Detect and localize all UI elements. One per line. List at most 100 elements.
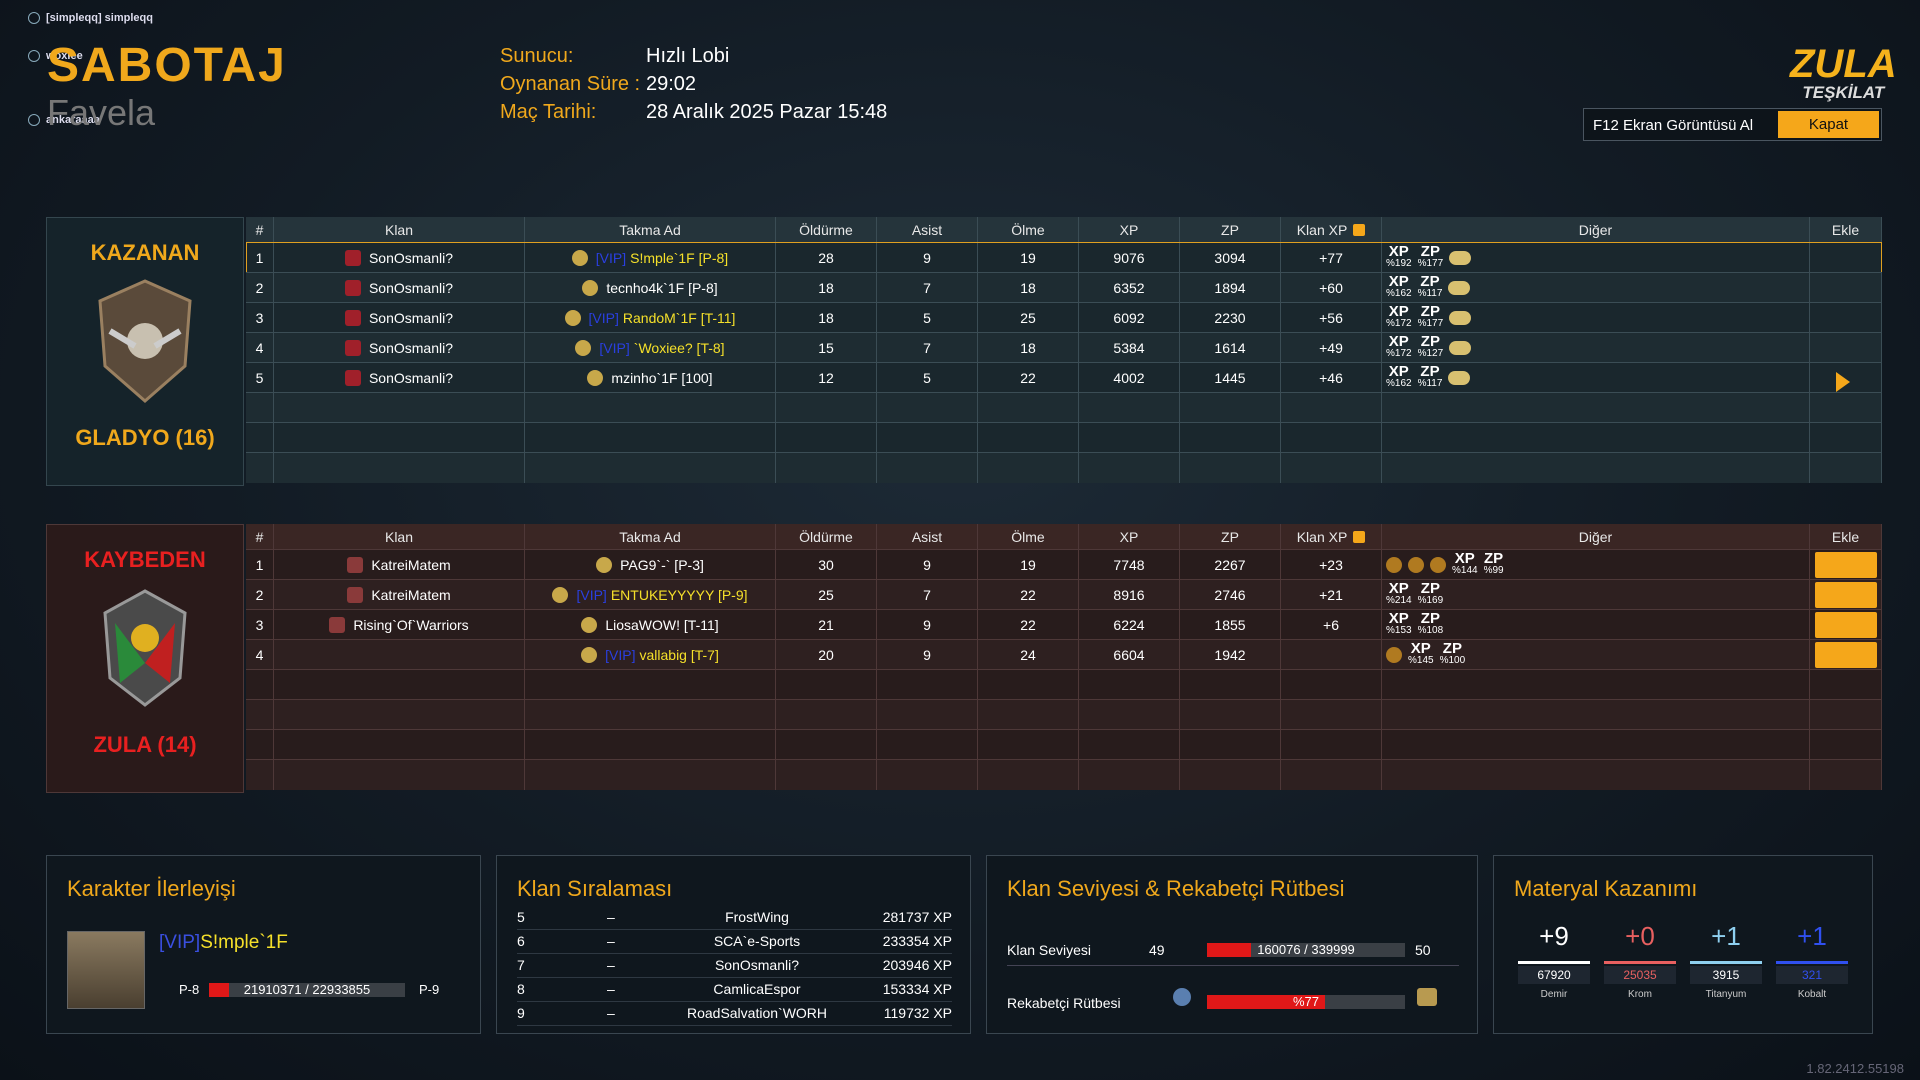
add-friend-button[interactable] bbox=[1814, 642, 1877, 668]
cell bbox=[525, 423, 776, 453]
cell bbox=[1810, 580, 1882, 610]
team-emblem bbox=[103, 589, 187, 707]
column-header: XP bbox=[1079, 524, 1180, 549]
cell: 22 bbox=[978, 363, 1079, 393]
cell: 15 bbox=[776, 333, 877, 363]
bonus-label: ZP bbox=[1420, 363, 1440, 380]
cell-text: 8916 bbox=[1113, 587, 1145, 603]
cell: 25 bbox=[978, 303, 1079, 333]
ranking-row: 6 – SCA`e-Sports 233354 XP bbox=[517, 930, 952, 954]
cell-text: 1614 bbox=[1214, 340, 1246, 356]
cell-text: +46 bbox=[1319, 370, 1343, 386]
cell-text: 6224 bbox=[1113, 617, 1145, 633]
bonus-label: XP bbox=[1410, 640, 1431, 657]
info-value: 28 Aralık 2025 Pazar 15:48 bbox=[646, 101, 888, 123]
rank-icon bbox=[1173, 988, 1191, 1006]
screenshot-button[interactable]: F12 Ekran Görüntüsü Al bbox=[1593, 117, 1754, 134]
cell-text: 30 bbox=[818, 557, 834, 573]
team-name: ZULA (14) bbox=[93, 732, 197, 757]
clan-icon bbox=[347, 587, 364, 603]
close-button[interactable]: Kapat bbox=[1778, 111, 1879, 138]
cell: 6352 bbox=[1079, 273, 1180, 303]
cell bbox=[1079, 670, 1180, 700]
bonus-label: XP bbox=[1388, 363, 1409, 380]
cell bbox=[978, 423, 1079, 453]
material-bar bbox=[1690, 961, 1762, 964]
cell-text: 21 bbox=[818, 617, 834, 633]
vip-tag: [VIP] bbox=[599, 340, 630, 356]
cell bbox=[877, 730, 978, 760]
cell bbox=[525, 393, 776, 423]
winner-team-box: KAZANAN GLADYO (16) bbox=[46, 217, 244, 486]
material-name: Krom bbox=[1628, 989, 1652, 1000]
bonus-badge: ZP %99 bbox=[1484, 551, 1504, 577]
player-name: RandoM`1F [T-11] bbox=[622, 310, 736, 326]
cell-text: +49 bbox=[1319, 340, 1343, 356]
ranking-cell: – bbox=[607, 909, 615, 925]
cell: 1855 bbox=[1180, 610, 1281, 640]
ranking-row: 9 – RoadSalvation`WORH 119732 XP bbox=[517, 1002, 952, 1026]
cell: 30 bbox=[776, 550, 877, 580]
cell-text: 19 bbox=[1020, 557, 1036, 573]
cell-text: 4 bbox=[255, 647, 264, 663]
cell: [VIP] ENTUKEYYYYY [P-9] bbox=[525, 580, 776, 610]
player-row: 5 SonOsmanli? mzinho`1F [100] 12 5 22 4002 1445… bbox=[246, 362, 1882, 393]
warning-icon bbox=[1353, 530, 1366, 543]
cell: KatreiMatem bbox=[274, 580, 525, 610]
clan-name: SonOsmanli? bbox=[368, 250, 454, 266]
add-friend-button[interactable] bbox=[1814, 612, 1877, 638]
cell: SonOsmanli? bbox=[274, 303, 525, 333]
ranking-cell: 8 bbox=[517, 981, 525, 997]
bonus-value: %153 bbox=[1386, 625, 1412, 636]
player-name: mzinho`1F [100] bbox=[611, 370, 713, 386]
ranking-cell: – bbox=[607, 933, 615, 949]
cell-text: 7 bbox=[923, 587, 931, 603]
ranking-row: 8 – CamlicaEspor 153334 XP bbox=[517, 978, 952, 1002]
cell bbox=[877, 393, 978, 423]
cell: 12 bbox=[776, 363, 877, 393]
cell-text: +21 bbox=[1319, 587, 1343, 603]
cell bbox=[246, 700, 274, 730]
column-header: Klan bbox=[274, 217, 525, 242]
cell: [VIP] RandoM`1F [T-11] bbox=[525, 303, 776, 333]
rank-icon bbox=[552, 587, 569, 603]
cell-text: 1855 bbox=[1214, 617, 1246, 633]
column-header: Ekle bbox=[1810, 217, 1882, 242]
cell: tecnho4k`1F [P-8] bbox=[525, 273, 776, 303]
winner-table: # Klan Takma Ad Öldürme Asist Ölme XP ZP Klan XP… bbox=[246, 217, 1882, 484]
player-name: [VIP]S!mple`1F bbox=[159, 932, 288, 954]
cell bbox=[274, 730, 525, 760]
material-total: 25035 bbox=[1604, 966, 1676, 984]
bonus-value: %162 bbox=[1386, 288, 1412, 299]
clan-icon bbox=[344, 250, 361, 266]
cell: 25 bbox=[776, 580, 877, 610]
column-header: Klan XP bbox=[1281, 217, 1382, 242]
cursor bbox=[1836, 372, 1850, 392]
cell: XP %172 ZP %127 bbox=[1382, 333, 1810, 363]
column-header: Öldürme bbox=[776, 524, 877, 549]
add-friend-button[interactable] bbox=[1814, 582, 1877, 608]
cell-text: 9 bbox=[923, 557, 931, 573]
cell: 1445 bbox=[1180, 363, 1281, 393]
cell-text: 1445 bbox=[1214, 370, 1246, 386]
player-row: 1 KatreiMatem PAG9`-` [P-3] 30 9 19 7748 2267 +2… bbox=[246, 549, 1882, 580]
cell: SonOsmanli? bbox=[274, 333, 525, 363]
cell bbox=[978, 453, 1079, 483]
empty-row bbox=[246, 422, 1882, 453]
cell bbox=[776, 453, 877, 483]
loser-table: # Klan Takma Ad Öldürme Asist Ölme XP ZP Klan XP… bbox=[246, 524, 1882, 791]
bonus-label: XP bbox=[1388, 273, 1409, 290]
cell: +6 bbox=[1281, 610, 1382, 640]
cell bbox=[246, 453, 274, 483]
cell bbox=[525, 670, 776, 700]
player-name: vallabig [T-7] bbox=[639, 647, 719, 663]
chat-text: woxiee bbox=[46, 50, 83, 62]
cell bbox=[1810, 273, 1882, 303]
cell bbox=[1180, 730, 1281, 760]
add-friend-button[interactable] bbox=[1814, 552, 1877, 578]
cell-text: 5384 bbox=[1113, 340, 1145, 356]
cell-text: 18 bbox=[818, 310, 834, 326]
clan-name: SonOsmanli? bbox=[368, 280, 454, 296]
bonus-label: XP bbox=[1388, 610, 1409, 627]
stars-icon bbox=[1449, 341, 1472, 355]
